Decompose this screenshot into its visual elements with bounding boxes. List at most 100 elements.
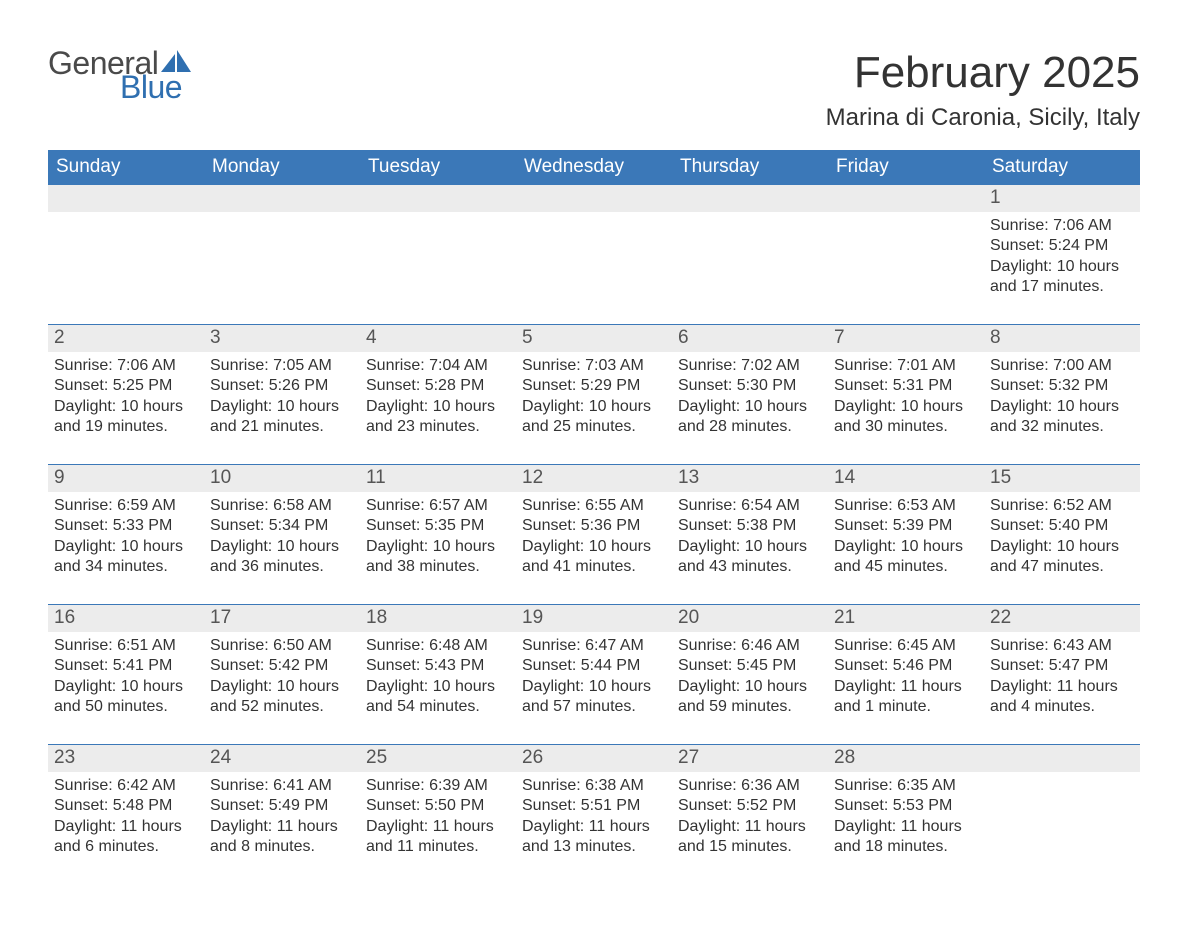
sunset-line: Sunset: 5:41 PM [54,656,198,676]
day-number: 11 [360,465,516,492]
sunrise-line: Sunrise: 7:06 AM [990,216,1134,236]
sunset-line: Sunset: 5:47 PM [990,656,1134,676]
day-body: Sunrise: 6:39 AMSunset: 5:50 PMDaylight:… [360,772,516,862]
daylight-line: Daylight: 11 hours and 8 minutes. [210,817,354,858]
day-body [48,212,204,302]
day-number: 9 [48,465,204,492]
sunrise-line: Sunrise: 6:51 AM [54,636,198,656]
day-body: Sunrise: 6:48 AMSunset: 5:43 PMDaylight:… [360,632,516,722]
day-number: 8 [984,325,1140,352]
sunrise-line: Sunrise: 6:54 AM [678,496,822,516]
daylight-line: Daylight: 10 hours and 36 minutes. [210,537,354,578]
daylight-line: Daylight: 11 hours and 11 minutes. [366,817,510,858]
day-body: Sunrise: 6:46 AMSunset: 5:45 PMDaylight:… [672,632,828,722]
calendar-day-cell: 11Sunrise: 6:57 AMSunset: 5:35 PMDayligh… [360,465,516,605]
logo: General Blue [48,48,191,103]
sunset-line: Sunset: 5:34 PM [210,516,354,536]
calendar-empty-cell [672,185,828,325]
day-body: Sunrise: 6:57 AMSunset: 5:35 PMDaylight:… [360,492,516,582]
sunrise-line: Sunrise: 7:02 AM [678,356,822,376]
day-body: Sunrise: 6:58 AMSunset: 5:34 PMDaylight:… [204,492,360,582]
day-body: Sunrise: 7:06 AMSunset: 5:24 PMDaylight:… [984,212,1140,302]
sunset-line: Sunset: 5:35 PM [366,516,510,536]
daylight-line: Daylight: 10 hours and 41 minutes. [522,537,666,578]
calendar-day-cell: 21Sunrise: 6:45 AMSunset: 5:46 PMDayligh… [828,605,984,745]
page-header: General Blue February 2025 Marina di Car… [48,48,1140,142]
sunrise-line: Sunrise: 6:36 AM [678,776,822,796]
day-number: 15 [984,465,1140,492]
day-body: Sunrise: 6:59 AMSunset: 5:33 PMDaylight:… [48,492,204,582]
day-body: Sunrise: 6:38 AMSunset: 5:51 PMDaylight:… [516,772,672,862]
calendar-day-cell: 22Sunrise: 6:43 AMSunset: 5:47 PMDayligh… [984,605,1140,745]
daylight-line: Daylight: 10 hours and 25 minutes. [522,397,666,438]
day-number: 18 [360,605,516,632]
sunset-line: Sunset: 5:40 PM [990,516,1134,536]
daylight-line: Daylight: 10 hours and 32 minutes. [990,397,1134,438]
day-body: Sunrise: 6:51 AMSunset: 5:41 PMDaylight:… [48,632,204,722]
calendar-day-cell: 7Sunrise: 7:01 AMSunset: 5:31 PMDaylight… [828,325,984,465]
calendar-day-cell: 27Sunrise: 6:36 AMSunset: 5:52 PMDayligh… [672,745,828,885]
location-subtitle: Marina di Caronia, Sicily, Italy [826,104,1140,132]
calendar-day-cell: 1Sunrise: 7:06 AMSunset: 5:24 PMDaylight… [984,185,1140,325]
day-number: 28 [828,745,984,772]
day-body: Sunrise: 7:00 AMSunset: 5:32 PMDaylight:… [984,352,1140,442]
daylight-line: Daylight: 10 hours and 43 minutes. [678,537,822,578]
calendar-day-cell: 28Sunrise: 6:35 AMSunset: 5:53 PMDayligh… [828,745,984,885]
sunset-line: Sunset: 5:43 PM [366,656,510,676]
day-number [516,185,672,212]
daylight-line: Daylight: 10 hours and 52 minutes. [210,677,354,718]
day-body [672,212,828,302]
day-number: 3 [204,325,360,352]
day-number: 14 [828,465,984,492]
calendar-day-cell: 15Sunrise: 6:52 AMSunset: 5:40 PMDayligh… [984,465,1140,605]
day-number [204,185,360,212]
day-body: Sunrise: 6:54 AMSunset: 5:38 PMDaylight:… [672,492,828,582]
sunset-line: Sunset: 5:24 PM [990,236,1134,256]
sunrise-line: Sunrise: 6:58 AM [210,496,354,516]
daylight-line: Daylight: 11 hours and 6 minutes. [54,817,198,858]
sunset-line: Sunset: 5:25 PM [54,376,198,396]
calendar-table: SundayMondayTuesdayWednesdayThursdayFrid… [48,150,1140,885]
day-body: Sunrise: 6:55 AMSunset: 5:36 PMDaylight:… [516,492,672,582]
calendar-day-cell: 4Sunrise: 7:04 AMSunset: 5:28 PMDaylight… [360,325,516,465]
sunset-line: Sunset: 5:52 PM [678,796,822,816]
day-body: Sunrise: 7:04 AMSunset: 5:28 PMDaylight:… [360,352,516,442]
sunset-line: Sunset: 5:45 PM [678,656,822,676]
daylight-line: Daylight: 10 hours and 17 minutes. [990,257,1134,298]
calendar-day-cell: 26Sunrise: 6:38 AMSunset: 5:51 PMDayligh… [516,745,672,885]
day-body [984,772,1140,862]
day-body: Sunrise: 6:50 AMSunset: 5:42 PMDaylight:… [204,632,360,722]
day-number: 24 [204,745,360,772]
daylight-line: Daylight: 10 hours and 50 minutes. [54,677,198,718]
calendar-day-cell: 20Sunrise: 6:46 AMSunset: 5:45 PMDayligh… [672,605,828,745]
day-number: 13 [672,465,828,492]
calendar-day-cell: 16Sunrise: 6:51 AMSunset: 5:41 PMDayligh… [48,605,204,745]
day-body: Sunrise: 6:35 AMSunset: 5:53 PMDaylight:… [828,772,984,862]
sunset-line: Sunset: 5:49 PM [210,796,354,816]
day-number: 23 [48,745,204,772]
daylight-line: Daylight: 10 hours and 34 minutes. [54,537,198,578]
day-number: 26 [516,745,672,772]
calendar-day-cell: 17Sunrise: 6:50 AMSunset: 5:42 PMDayligh… [204,605,360,745]
logo-word-blue: Blue [120,72,191,102]
day-body: Sunrise: 6:47 AMSunset: 5:44 PMDaylight:… [516,632,672,722]
daylight-line: Daylight: 11 hours and 1 minute. [834,677,978,718]
sunset-line: Sunset: 5:31 PM [834,376,978,396]
sunrise-line: Sunrise: 6:39 AM [366,776,510,796]
sunrise-line: Sunrise: 6:43 AM [990,636,1134,656]
calendar-week-row: 9Sunrise: 6:59 AMSunset: 5:33 PMDaylight… [48,465,1140,605]
calendar-empty-cell [516,185,672,325]
daylight-line: Daylight: 10 hours and 28 minutes. [678,397,822,438]
day-body [828,212,984,302]
weekday-header: Wednesday [516,150,672,185]
sunrise-line: Sunrise: 7:03 AM [522,356,666,376]
calendar-day-cell: 12Sunrise: 6:55 AMSunset: 5:36 PMDayligh… [516,465,672,605]
title-block: February 2025 Marina di Caronia, Sicily,… [826,48,1140,142]
day-number: 22 [984,605,1140,632]
day-number [984,745,1140,772]
sunset-line: Sunset: 5:50 PM [366,796,510,816]
day-number: 7 [828,325,984,352]
daylight-line: Daylight: 11 hours and 18 minutes. [834,817,978,858]
daylight-line: Daylight: 10 hours and 19 minutes. [54,397,198,438]
daylight-line: Daylight: 10 hours and 54 minutes. [366,677,510,718]
